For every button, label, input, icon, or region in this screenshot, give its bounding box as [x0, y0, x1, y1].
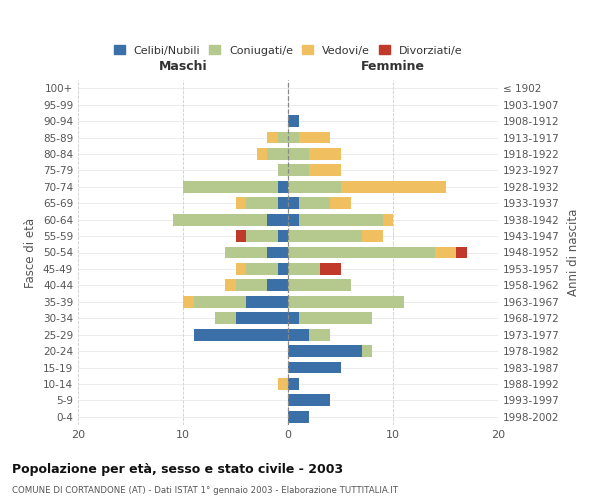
Bar: [288, 214, 299, 226]
Bar: [309, 164, 341, 176]
Bar: [288, 280, 351, 291]
Bar: [235, 280, 267, 291]
Bar: [277, 132, 288, 143]
Bar: [288, 263, 320, 275]
Legend: Celibi/Nubili, Coniugati/e, Vedovi/e, Divorziati/e: Celibi/Nubili, Coniugati/e, Vedovi/e, Di…: [109, 40, 467, 60]
Y-axis label: Fasce di età: Fasce di età: [25, 218, 37, 288]
Bar: [309, 328, 330, 340]
Bar: [267, 280, 288, 291]
Bar: [435, 246, 456, 258]
Bar: [309, 148, 341, 160]
Bar: [288, 362, 341, 374]
Bar: [299, 214, 383, 226]
Bar: [267, 214, 288, 226]
Bar: [288, 394, 330, 406]
Bar: [215, 312, 235, 324]
Bar: [277, 263, 288, 275]
Bar: [299, 132, 330, 143]
Bar: [288, 312, 299, 324]
Bar: [193, 328, 288, 340]
Bar: [246, 296, 288, 308]
Bar: [246, 263, 277, 275]
Text: Maschi: Maschi: [158, 60, 208, 74]
Bar: [246, 198, 277, 209]
Bar: [299, 312, 372, 324]
Text: Popolazione per età, sesso e stato civile - 2003: Popolazione per età, sesso e stato civil…: [12, 462, 343, 475]
Bar: [330, 198, 351, 209]
Bar: [183, 296, 193, 308]
Bar: [320, 263, 341, 275]
Bar: [288, 181, 341, 192]
Bar: [183, 181, 277, 192]
Bar: [361, 345, 372, 357]
Bar: [288, 328, 309, 340]
Bar: [257, 148, 267, 160]
Bar: [288, 345, 361, 357]
Bar: [383, 214, 393, 226]
Bar: [235, 198, 246, 209]
Bar: [288, 230, 361, 242]
Text: Femmine: Femmine: [361, 60, 425, 74]
Bar: [225, 246, 267, 258]
Bar: [341, 181, 445, 192]
Bar: [267, 148, 288, 160]
Bar: [299, 198, 330, 209]
Bar: [235, 312, 288, 324]
Bar: [456, 246, 467, 258]
Bar: [246, 230, 277, 242]
Bar: [277, 198, 288, 209]
Bar: [288, 246, 435, 258]
Bar: [173, 214, 267, 226]
Bar: [288, 164, 309, 176]
Bar: [361, 230, 383, 242]
Bar: [288, 411, 309, 422]
Bar: [288, 378, 299, 390]
Bar: [288, 198, 299, 209]
Bar: [277, 378, 288, 390]
Bar: [288, 296, 404, 308]
Bar: [235, 263, 246, 275]
Text: COMUNE DI CORTANDONE (AT) - Dati ISTAT 1° gennaio 2003 - Elaborazione TUTTITALIA: COMUNE DI CORTANDONE (AT) - Dati ISTAT 1…: [12, 486, 398, 495]
Bar: [288, 132, 299, 143]
Bar: [225, 280, 235, 291]
Bar: [267, 132, 277, 143]
Bar: [288, 115, 299, 127]
Bar: [267, 246, 288, 258]
Bar: [277, 164, 288, 176]
Bar: [277, 181, 288, 192]
Bar: [235, 230, 246, 242]
Bar: [277, 230, 288, 242]
Bar: [288, 148, 309, 160]
Y-axis label: Anni di nascita: Anni di nascita: [566, 209, 580, 296]
Bar: [193, 296, 246, 308]
